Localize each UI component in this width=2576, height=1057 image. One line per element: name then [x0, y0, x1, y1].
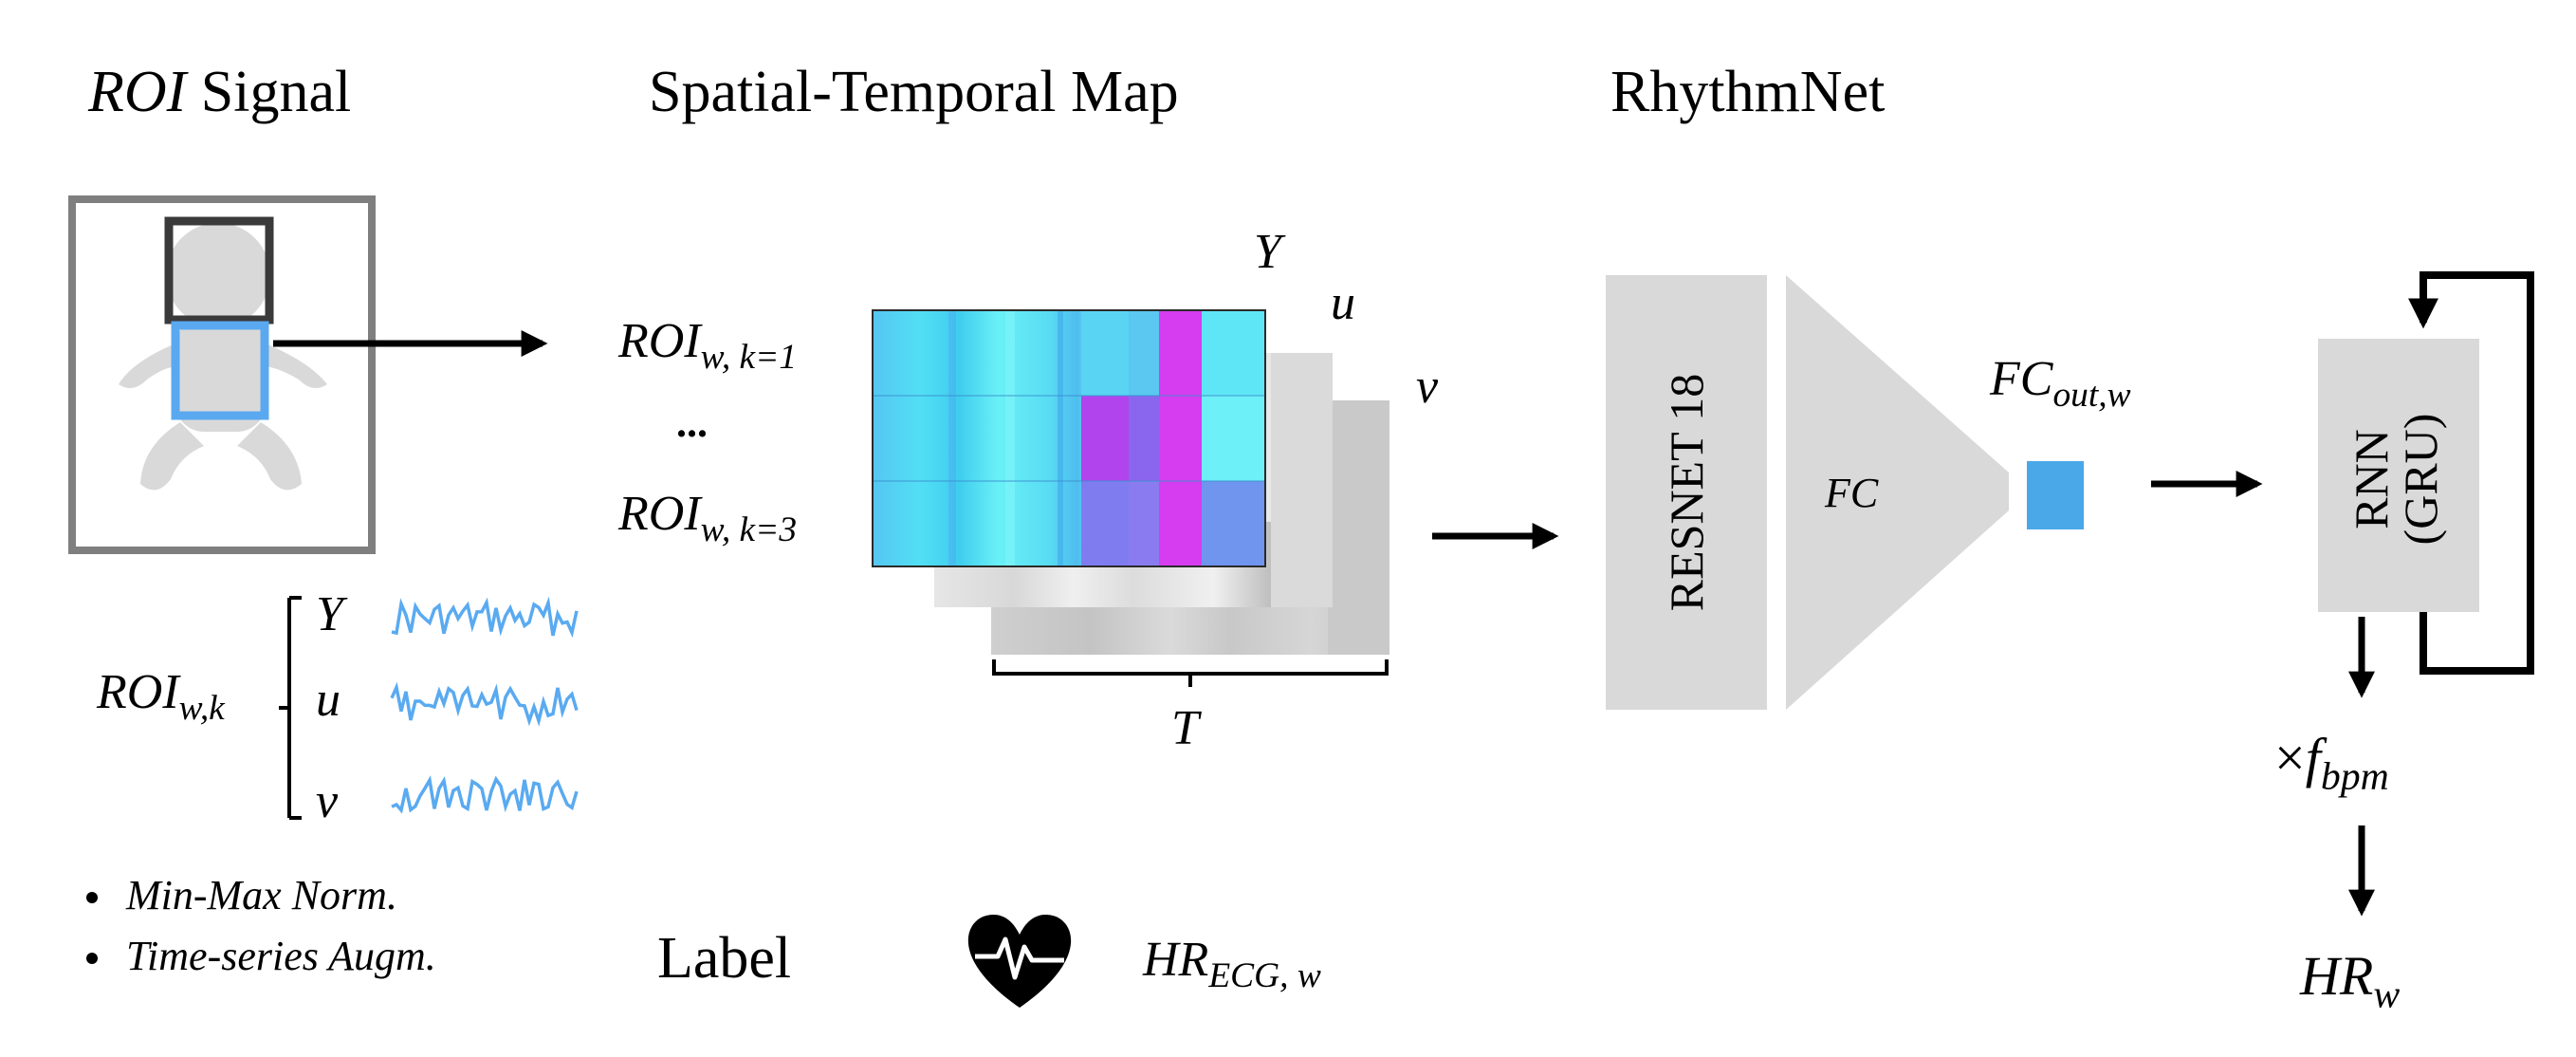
- signal-v-label: v: [316, 774, 339, 828]
- face-roi-box: [164, 216, 274, 325]
- rnn-label-line2: (GRU): [2394, 413, 2447, 546]
- signal-wave-y: [391, 596, 579, 639]
- label-text: Label: [657, 926, 792, 991]
- signal-u-label: u: [316, 673, 340, 727]
- hr-ecg-label: HRECG, w: [1143, 933, 1321, 995]
- time-bracket: [992, 659, 1389, 676]
- signal-wave-u: [390, 681, 579, 727]
- roi-ellipsis: ...: [676, 399, 708, 446]
- roi-k1-label: ROIw, k=1: [618, 314, 798, 377]
- roi-k3-label: ROIw, k=3: [618, 487, 798, 549]
- bullet-time-series-augm: Time-series Augm.: [126, 933, 436, 979]
- stmap-heatmap-y: [872, 309, 1266, 567]
- heart-icon: [967, 915, 1072, 1008]
- signal-y-label: Y: [316, 587, 343, 641]
- channel-u-label: u: [1331, 276, 1355, 330]
- hr-output-label: HRw: [2300, 945, 2401, 1017]
- fc-out-square: [2027, 461, 2084, 529]
- rnn-label-line1: RNN: [2345, 429, 2398, 529]
- fbpm-label: ×fbpm: [2274, 727, 2389, 799]
- body-roi-box: [171, 321, 269, 420]
- stmap-layers: [872, 309, 1389, 687]
- roi-signal-title: ROI Signal: [88, 60, 352, 124]
- time-axis-label: T: [1171, 701, 1199, 755]
- rnn-label: RNN (GRU): [2345, 365, 2451, 593]
- signal-wave-v: [391, 775, 579, 814]
- rnn-block: [2318, 339, 2479, 612]
- channel-y-label: Y: [1254, 225, 1281, 279]
- fc-block: [1786, 275, 2009, 710]
- fc-label: FC: [1825, 470, 1879, 516]
- rhythmnet-title: RhythmNet: [1610, 60, 1886, 124]
- signal-group: [279, 596, 579, 820]
- resnet-label: RESNET 18: [1660, 373, 1713, 612]
- bullet-dot-2: [86, 953, 98, 964]
- roi-wk-label: ROIw,k: [97, 665, 225, 728]
- rnn-loop-arrow: [2408, 271, 2534, 675]
- bullet-min-max-norm: Min-Max Norm.: [126, 872, 397, 918]
- roi-frame: [68, 195, 548, 554]
- baby-silhouette-icon: [119, 223, 327, 491]
- stmap-title: Spatial-Temporal Map: [649, 60, 1179, 124]
- bullet-dot-1: [86, 892, 98, 903]
- fc-out-label: FCout,w: [1990, 352, 2131, 415]
- resnet-block: [1606, 275, 1767, 710]
- channel-v-label: v: [1416, 360, 1439, 414]
